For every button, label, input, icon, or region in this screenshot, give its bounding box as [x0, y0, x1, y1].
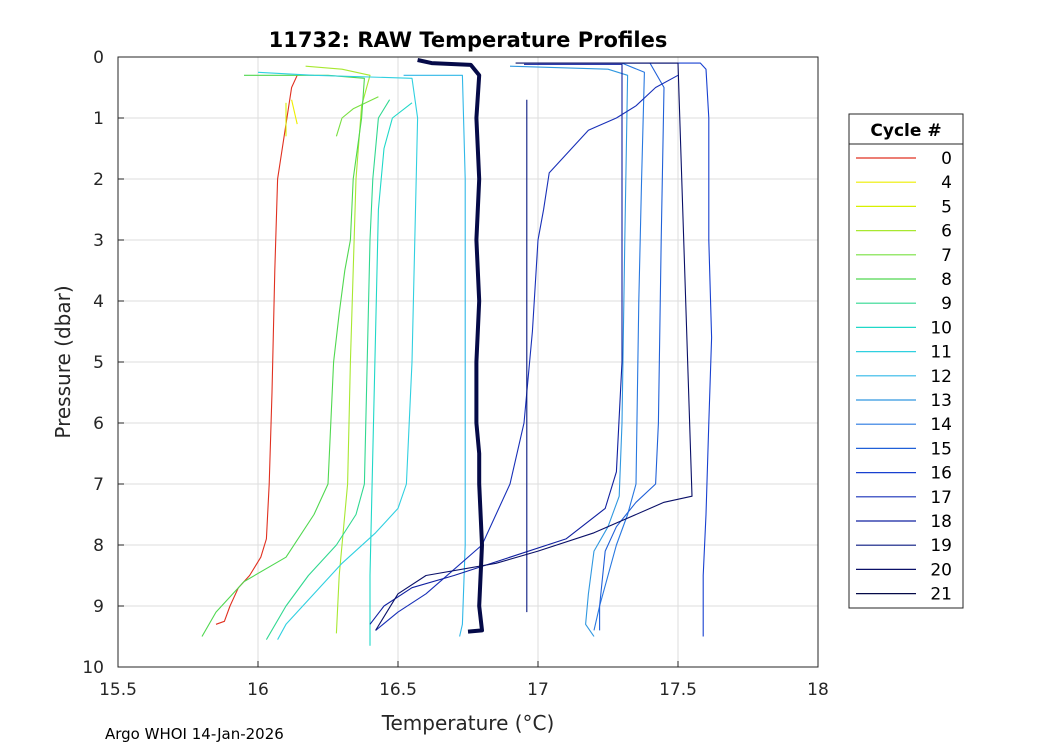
profile-line-cycle-17 — [375, 74, 679, 631]
y-tick-label: 3 — [93, 231, 104, 251]
x-tick-label: 16.5 — [379, 680, 417, 700]
x-axis-ticks: 15.5 16 16.5 17 17.5 18 — [99, 661, 829, 700]
x-axis-label: Temperature (°C) — [381, 711, 555, 735]
y-tick-label: 5 — [93, 353, 104, 373]
profile-line-cycle-21 — [417, 58, 484, 634]
legend-label: 12 — [930, 367, 952, 387]
y-axis-ticks: 0 1 2 3 4 5 6 7 8 9 10 — [82, 48, 124, 678]
x-tick-label: 18 — [807, 680, 829, 700]
legend-label: 18 — [930, 512, 952, 532]
legend-label: 4 — [941, 173, 952, 193]
legend: Cycle # 0 4 5 6 7 8 9 10 11 12 13 14 15 16 17 18 19 20 21 — [848, 113, 964, 609]
x-tick-label: 16 — [247, 680, 269, 700]
y-tick-label: 2 — [93, 170, 104, 190]
profile-line-cycle-20 — [375, 62, 693, 631]
legend-label: 14 — [930, 415, 952, 435]
grid-lines — [117, 56, 819, 668]
legend-label: 6 — [941, 222, 952, 242]
legend-title: Cycle # — [870, 121, 941, 141]
profile-lines — [201, 58, 713, 646]
legend-label: 7 — [941, 246, 952, 266]
profile-line-cycle-4 — [291, 99, 298, 125]
profile-line-cycle-15 — [599, 62, 665, 631]
profile-line-cycle-6 — [305, 65, 371, 634]
profile-line-cycle-12 — [403, 74, 466, 637]
x-tick-label: 15.5 — [99, 680, 137, 700]
y-tick-label: 10 — [82, 658, 104, 678]
y-tick-label: 1 — [93, 109, 104, 129]
y-tick-label: 0 — [93, 48, 104, 68]
y-axis-label: Pressure (dbar) — [51, 285, 75, 438]
profile-line-cycle-9 — [265, 99, 391, 640]
legend-label: 13 — [930, 391, 952, 411]
profile-line-cycle-7 — [335, 96, 379, 137]
footer-caption: Argo WHOI 14-Jan-2026 — [105, 725, 284, 743]
x-tick-label: 17.5 — [659, 680, 697, 700]
profile-line-cycle-8 — [201, 74, 365, 637]
legend-label: 5 — [941, 197, 952, 217]
chart-title: 11732: RAW Temperature Profiles — [269, 28, 668, 52]
y-tick-label: 4 — [93, 292, 104, 312]
legend-label: 10 — [930, 318, 952, 338]
y-tick-label: 9 — [93, 597, 104, 617]
legend-label: 21 — [930, 585, 952, 605]
legend-label: 19 — [930, 536, 952, 556]
legend-label: 8 — [941, 270, 952, 290]
profile-line-cycle-14 — [593, 62, 645, 631]
y-tick-label: 7 — [93, 475, 104, 495]
profile-line-cycle-0 — [215, 75, 298, 625]
legend-label: 20 — [930, 560, 952, 580]
profile-line-cycle-13 — [509, 65, 629, 637]
legend-label: 15 — [930, 439, 952, 459]
x-tick-label: 17 — [527, 680, 549, 700]
y-tick-label: 8 — [93, 536, 104, 556]
legend-label: 0 — [941, 149, 952, 169]
legend-label: 11 — [930, 343, 952, 363]
legend-label: 9 — [941, 294, 952, 314]
profile-line-cycle-10 — [369, 102, 413, 646]
legend-label: 17 — [930, 488, 952, 508]
profile-line-cycle-16 — [538, 62, 713, 637]
y-tick-label: 6 — [93, 414, 104, 434]
legend-items: 0 4 5 6 7 8 9 10 11 12 13 14 15 16 17 18 19 20 21 — [856, 149, 952, 605]
profile-line-cycle-18 — [369, 63, 623, 625]
legend-label: 16 — [930, 464, 952, 484]
profile-line-cycle-11 — [257, 71, 419, 640]
legend-box — [848, 113, 964, 609]
